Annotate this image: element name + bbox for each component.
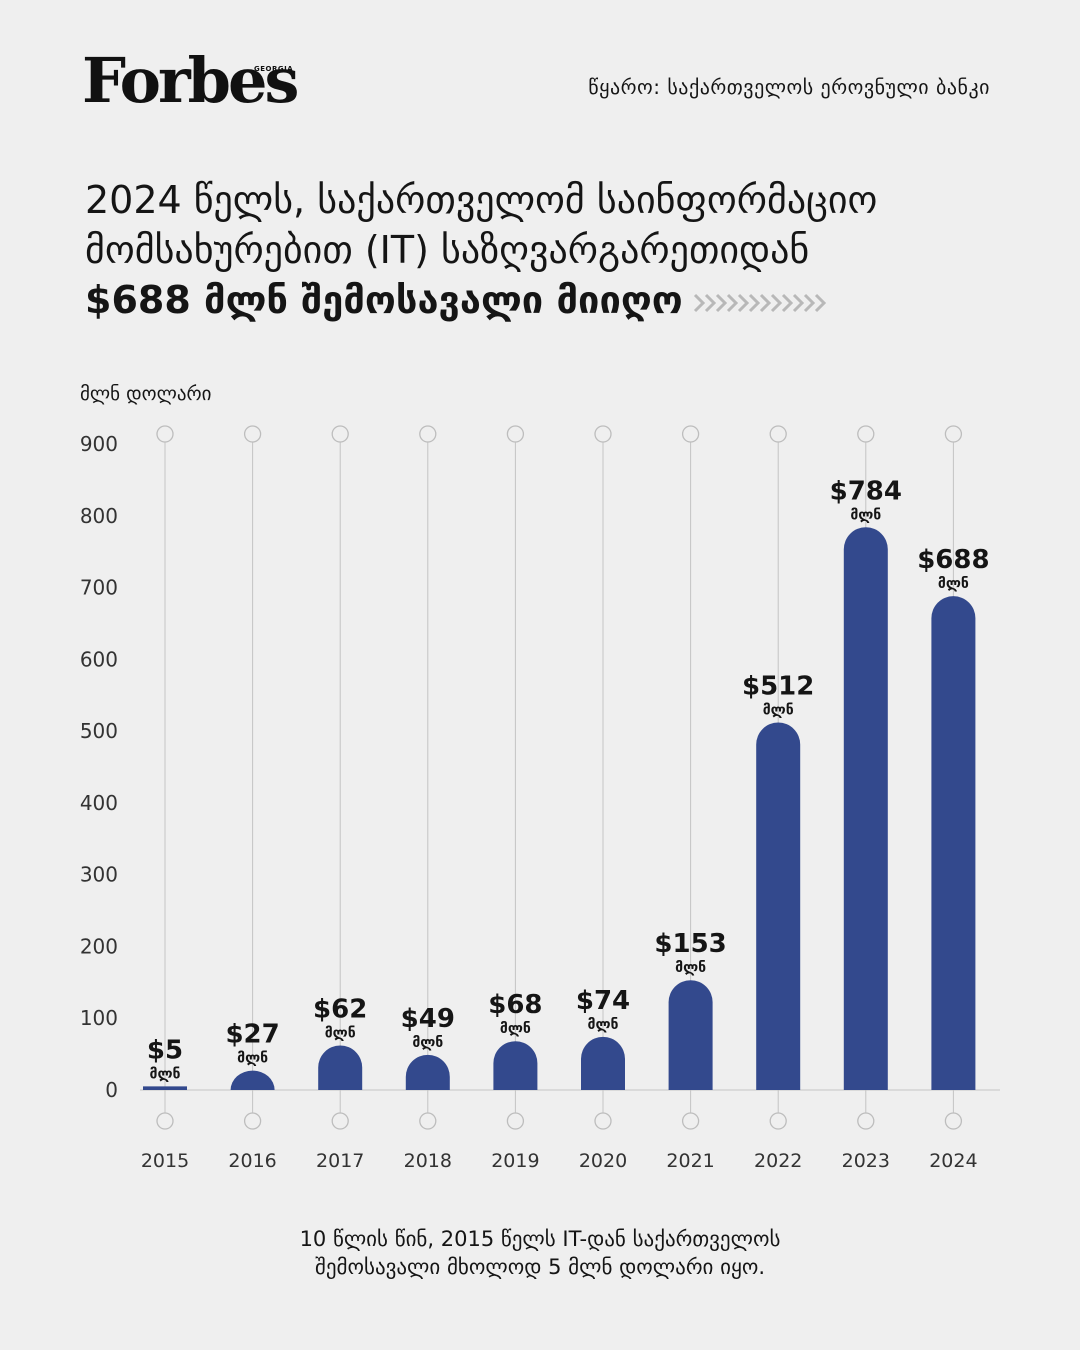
x-tick-label: 2018 (404, 1150, 452, 1172)
chevron-icon (792, 293, 804, 312)
bar (143, 1086, 187, 1090)
data-label-unit: მლნ (237, 1051, 268, 1067)
gridline-top-marker (419, 425, 437, 443)
chevron-icon (726, 293, 738, 312)
headline-line-2: მომსახურებით (IT) საზღვარგარეთიდან (85, 228, 810, 272)
y-tick-label: 900 (80, 432, 118, 456)
gridline-top-marker (594, 425, 612, 443)
y-tick-label: 700 (80, 576, 118, 600)
data-label: $74 (576, 986, 630, 1016)
source-text: წყარო: საქართველოს ეროვნული ბანკი (588, 75, 990, 99)
x-tick-label: 2024 (929, 1150, 977, 1172)
gridline-bottom-marker (681, 1112, 700, 1130)
chevron-icon (803, 293, 815, 312)
data-label-unit: მლნ (938, 576, 969, 592)
gridline-top-marker (331, 425, 349, 443)
gridline-bottom-marker (769, 1112, 787, 1130)
x-tick-label: 2022 (754, 1150, 802, 1172)
data-label: $512 (742, 671, 814, 701)
data-label: $62 (313, 994, 367, 1024)
chevron-icon (737, 293, 749, 312)
headline-line-3: $688 მლნ შემოსავალი მიიღო (85, 275, 1005, 325)
x-tick-label: 2021 (666, 1150, 714, 1172)
gridline-bottom-marker (156, 1112, 174, 1130)
bar (581, 1036, 625, 1090)
y-tick-label: 300 (80, 863, 118, 887)
bar (668, 980, 713, 1090)
chevron-icon (770, 293, 782, 312)
gridline-bottom-marker (419, 1112, 437, 1130)
data-label: $784 (830, 476, 902, 506)
bar (843, 527, 888, 1090)
data-label-unit: მლნ (588, 1017, 619, 1033)
y-axis-label: მლნ დოლარი (80, 383, 211, 405)
headline-line-1: 2024 წელს, საქართველომ საინფორმაციო (85, 178, 878, 222)
gridline-bottom-marker (506, 1112, 525, 1130)
bar-chart: მლნ დოლარი 0 100 200 300 400 500 600 700 800 900 $5… (80, 383, 1000, 1172)
gridline-bottom-marker (243, 1112, 262, 1130)
bar (230, 1070, 275, 1090)
chevron-icon (715, 293, 727, 312)
gridline-top-marker (681, 425, 700, 443)
chevron-icon (704, 293, 716, 312)
x-tick-label: 2016 (228, 1150, 276, 1172)
gridline-bottom-marker (331, 1112, 349, 1130)
data-label: $5 (147, 1035, 183, 1065)
bar (931, 596, 976, 1090)
data-label-unit: მლნ (325, 1025, 356, 1041)
y-tick-label: 600 (80, 647, 118, 671)
gridline-bottom-marker (857, 1112, 875, 1130)
caption-line-1: 10 წლის წინ, 2015 წელს IT-დან საქართველო… (299, 1227, 781, 1251)
headline: 2024 წელს, საქართველომ საინფორმაციო მომს… (85, 175, 1005, 325)
bar (318, 1045, 363, 1090)
forbes-logo: Forbes (82, 44, 299, 117)
caption-line-2: შემოსავალი მხოლოდ 5 მლნ დოლარი იყო. (314, 1255, 766, 1279)
gridline-bottom-marker (944, 1112, 963, 1130)
chevron-icon (814, 293, 826, 312)
gridline-top-marker (944, 425, 963, 443)
data-label-unit: მლნ (500, 1021, 531, 1037)
data-label-unit: მლნ (850, 507, 881, 523)
y-tick-label: 500 (80, 719, 118, 743)
y-tick-label: 100 (80, 1006, 118, 1030)
headline-highlight: $688 მლნ შემოსავალი მიიღო (85, 278, 683, 322)
chevron-icon (759, 293, 771, 312)
y-tick-label: 400 (80, 791, 118, 815)
x-tick-label: 2019 (491, 1150, 539, 1172)
data-label: $27 (225, 1020, 279, 1050)
chevron-icon (781, 293, 793, 312)
data-label: $688 (917, 545, 989, 575)
x-tick-label: 2015 (141, 1150, 189, 1172)
chevrons-arrow-icon (693, 293, 826, 312)
data-label-unit: მლნ (150, 1066, 181, 1082)
x-tick-label: 2023 (842, 1150, 890, 1172)
data-label-unit: მლნ (763, 702, 794, 718)
y-tick-label: 0 (105, 1078, 118, 1102)
caption: 10 წლის წინ, 2015 წელს IT-დან საქართველო… (0, 1225, 1080, 1281)
y-tick-label: 800 (80, 504, 118, 528)
y-tick-label: 200 (80, 934, 118, 958)
bar (756, 722, 801, 1090)
gridline-top-marker (769, 425, 787, 443)
bar (405, 1054, 450, 1090)
data-label: $49 (401, 1004, 455, 1034)
gridline-top-marker (506, 425, 525, 443)
gridline-top-marker (857, 425, 875, 443)
chevron-icon (748, 293, 760, 312)
data-label-unit: მლნ (412, 1035, 443, 1051)
chevron-icon (693, 293, 705, 312)
x-tick-label: 2020 (579, 1150, 627, 1172)
x-tick-label: 2017 (316, 1150, 364, 1172)
forbes-edition-label: GEORGIA (254, 65, 294, 73)
gridline-bottom-marker (594, 1112, 612, 1130)
gridline-top-marker (243, 425, 262, 443)
data-label: $153 (654, 929, 726, 959)
data-label: $68 (488, 990, 542, 1020)
bar (493, 1041, 538, 1090)
data-label-unit: მლნ (675, 960, 706, 976)
gridline-top-marker (156, 425, 174, 443)
